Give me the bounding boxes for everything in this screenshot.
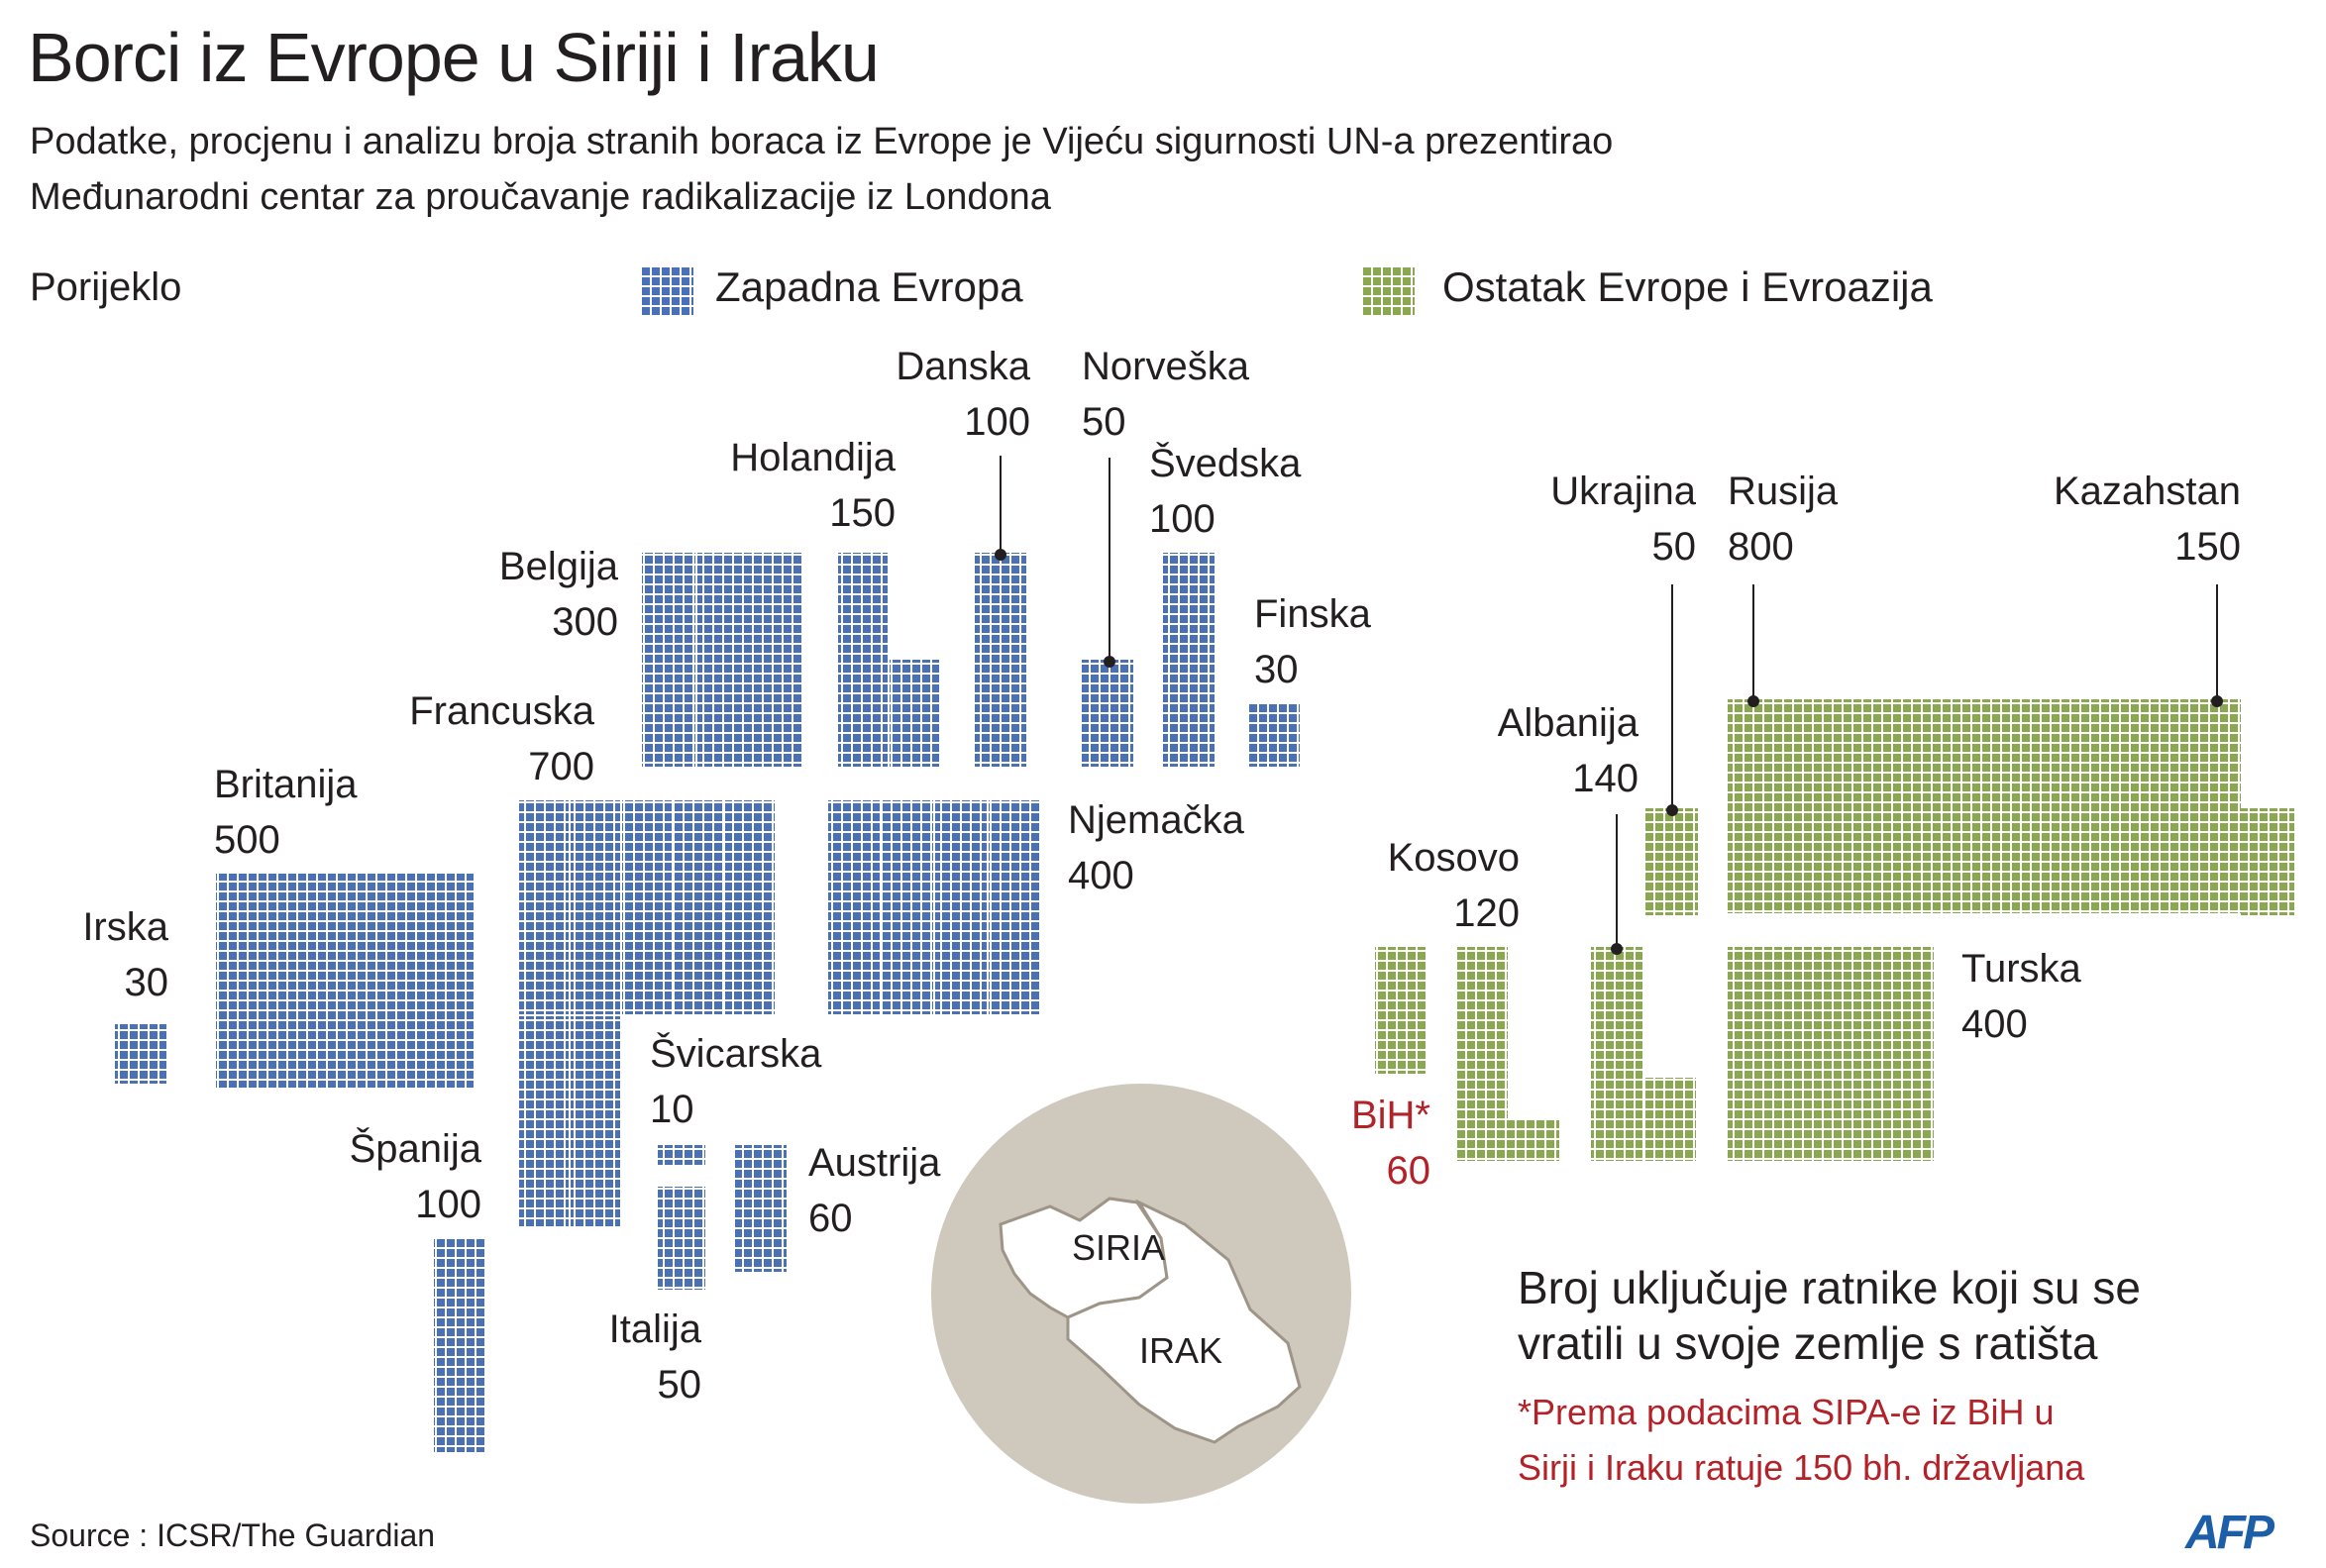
waffle-block-belgija-2 <box>749 553 802 767</box>
waffle-block-spanija-0 <box>434 1238 485 1452</box>
rusija-leader-dot <box>1747 695 1759 707</box>
waffle-block-rusija-1 <box>1779 699 1831 913</box>
waffle-block-rusija-0 <box>1728 699 1779 913</box>
waffle-block-francuska-5 <box>519 1016 569 1226</box>
waffle-block-turska-1 <box>1779 947 1831 1161</box>
waffle-block-svedska-0 <box>1163 553 1215 767</box>
norveska-leader-dot <box>1104 656 1115 668</box>
waffle-block-albanija-0 <box>1591 947 1642 1161</box>
label-svicarska: Švicarska 10 <box>650 1032 822 1131</box>
label-belgija: Belgija 300 <box>498 545 618 644</box>
waffle-block-francuska-1 <box>571 800 620 1014</box>
legend-swatch-east <box>1363 265 1415 317</box>
label-italija: Italija 50 <box>608 1307 701 1407</box>
waffle-block-rusija-6 <box>2037 699 2088 913</box>
label-irska: Irska 30 <box>82 905 168 1004</box>
subtitle-line-2: Međunarodni centar za proučavanje radika… <box>30 176 1051 218</box>
waffle-block-francuska-3 <box>674 800 723 1014</box>
waffle-block-bih-0 <box>1375 947 1427 1074</box>
waffle-block-rusija-7 <box>2088 699 2140 913</box>
waffle-block-holandija-0 <box>838 553 888 767</box>
label-albanija: Albanija 140 <box>1497 701 1639 800</box>
map-label-syria: SIRIA <box>1072 1227 1165 1268</box>
label-turska: Turska 400 <box>1961 947 2081 1046</box>
waffle-block-francuska-0 <box>519 800 569 1014</box>
waffle-block-finska-0 <box>1248 703 1300 767</box>
label-francuska: Francuska 700 <box>409 689 594 788</box>
note-main: Broj uključuje ratnike koji su se vratili… <box>1518 1262 2141 1369</box>
waffle-block-britanija-3 <box>370 874 422 1088</box>
waffle-block-britanija-2 <box>319 874 370 1088</box>
waffle-block-irska-0 <box>115 1024 166 1084</box>
waffle-block-turska-0 <box>1728 947 1779 1161</box>
waffle-block-norveska-0 <box>1082 660 1133 767</box>
iraq-shape <box>1066 1199 1302 1444</box>
waffle-block-rusija-3 <box>1882 699 1934 913</box>
middle-east-map: SIRIA IRAK <box>931 1084 1351 1504</box>
label-danska: Danska 100 <box>896 345 1030 444</box>
waffle-block-holandija-1 <box>890 660 939 767</box>
waffle-block-danska-0 <box>975 553 1026 767</box>
waffle-block-britanija-1 <box>267 874 319 1088</box>
waffle-block-italija-0 <box>658 1187 705 1290</box>
legend-label-east: Ostatak Evrope i Evroazija <box>1442 263 1933 310</box>
legend-label-west: Zapadna Evropa <box>715 263 1023 310</box>
label-spanija: Španija 100 <box>349 1127 481 1226</box>
waffle-block-njemacka-3 <box>989 800 1040 1014</box>
kazahstan-leader-dot <box>2211 695 2223 707</box>
subtitle-line-1: Podatke, procjenu i analizu broja strani… <box>30 121 1614 162</box>
label-britanija: Britanija 500 <box>214 763 358 862</box>
waffle-block-njemacka-1 <box>882 800 933 1014</box>
legend-swatch-west <box>642 265 693 317</box>
waffle-block-turska-2 <box>1831 947 1882 1161</box>
waffle-block-rusija-8 <box>2140 699 2191 913</box>
label-bih: BiH* 60 <box>1350 1094 1430 1193</box>
label-kazahstan: Kazahstan 150 <box>2053 470 2241 569</box>
danska-leader-dot <box>995 549 1006 561</box>
label-holandija: Holandija 150 <box>730 436 896 535</box>
albanija-leader-dot <box>1611 943 1623 955</box>
waffle-block-rusija-2 <box>1831 699 1882 913</box>
label-kosovo: Kosovo 120 <box>1387 836 1520 935</box>
waffle-block-austrija-0 <box>735 1145 787 1272</box>
waffle-block-kosovo-1 <box>1508 1119 1559 1161</box>
waffle-block-belgija-0 <box>642 553 695 767</box>
legend-heading: Porijeklo <box>30 265 182 309</box>
note-footnote: *Prema podacima SIPA-e iz BiH u Sirji i I… <box>1518 1392 2085 1488</box>
waffle-block-belgija-1 <box>697 553 751 767</box>
label-svedska: Švedska 100 <box>1149 442 1302 541</box>
waffle-block-turska-3 <box>1882 947 1934 1161</box>
label-austrija: Austrija 60 <box>808 1141 941 1240</box>
waffle-block-kazahstan-1 <box>2241 808 2294 915</box>
waffle-block-britanija-0 <box>216 874 267 1088</box>
waffle-block-albanija-1 <box>1644 1078 1696 1161</box>
waffle-block-kosovo-0 <box>1456 947 1508 1161</box>
waffle-block-britanija-4 <box>422 874 474 1088</box>
label-rusija: Rusija 800 <box>1728 470 1839 569</box>
afp-logo: AFP <box>2185 1507 2274 1559</box>
map-label-iraq: IRAK <box>1139 1330 1222 1371</box>
waffle-block-rusija-4 <box>1934 699 1985 913</box>
ukrajina-leader-dot <box>1666 804 1678 816</box>
label-norveska: Norveška 50 <box>1082 345 1249 444</box>
label-njemacka: Njemačka 400 <box>1068 798 1244 897</box>
waffle-block-ukrajina-0 <box>1644 808 1698 915</box>
label-ukrajina: Ukrajina 50 <box>1550 470 1696 569</box>
waffle-block-francuska-2 <box>622 800 672 1014</box>
waffle-block-francuska-4 <box>725 800 775 1014</box>
source-credit: Source : ICSR/The Guardian <box>30 1517 436 1553</box>
label-finska: Finska 30 <box>1254 592 1371 691</box>
page-title: Borci iz Evrope u Siriji i Iraku <box>28 19 880 96</box>
waffle-block-njemacka-0 <box>828 800 880 1014</box>
waffle-block-rusija-5 <box>1985 699 2037 913</box>
waffle-block-francuska-6 <box>571 1016 620 1226</box>
waffle-block-kazahstan-0 <box>2187 699 2241 913</box>
waffle-block-njemacka-2 <box>935 800 987 1014</box>
waffle-block-svicarska-0 <box>658 1145 705 1165</box>
